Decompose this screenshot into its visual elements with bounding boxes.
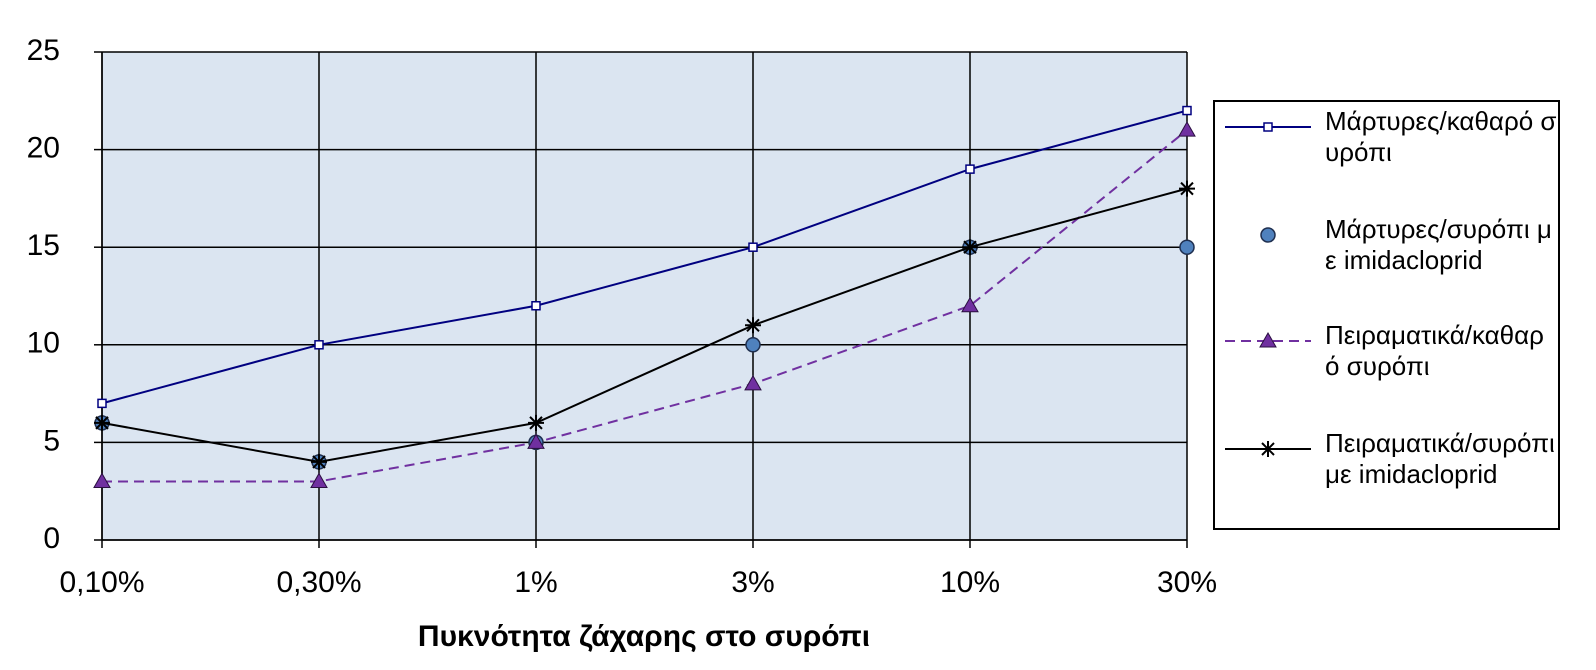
marker — [745, 317, 761, 334]
y-tick-label: 25 — [27, 34, 60, 67]
marker — [1178, 121, 1196, 137]
legend-swatch — [1225, 441, 1311, 457]
y-tick-label: 10 — [27, 327, 60, 360]
y-tick-label: 5 — [43, 424, 60, 457]
marker — [748, 242, 758, 252]
series-line — [102, 129, 1188, 483]
x-tick-label: 0,10% — [59, 566, 144, 599]
marker — [965, 164, 975, 174]
x-tick-label: 1% — [514, 566, 557, 599]
marker — [1263, 122, 1273, 132]
marker — [314, 340, 324, 350]
x-tick-label: 30% — [1157, 566, 1217, 599]
legend-entry: Πειραματικά/συρόπι με imidacloprid — [1215, 428, 1560, 538]
marker — [1179, 180, 1195, 197]
marker — [531, 301, 541, 311]
legend: Μάρτυρες/καθαρό συρόπι Μάρτυρες/συρόπι με… — [1213, 100, 1560, 530]
legend-swatch — [1225, 331, 1311, 348]
marker — [961, 296, 979, 313]
marker — [97, 398, 107, 409]
legend-label: Μάρτυρες/καθαρό συρόπι — [1325, 106, 1557, 167]
marker — [94, 414, 110, 431]
marker — [527, 433, 545, 449]
y-tick-label: 0 — [43, 522, 60, 555]
marker — [310, 472, 328, 488]
legend-entry: Πειραματικά/καθαρό συρόπι — [1215, 320, 1560, 430]
series-line — [101, 109, 1188, 405]
marker — [1179, 239, 1195, 255]
legend-entry: Μάρτυρες/συρόπι με imidacloprid — [1215, 214, 1560, 324]
marker — [1260, 227, 1276, 243]
marker — [744, 374, 762, 391]
marker — [1259, 331, 1277, 348]
legend-entry: Μάρτυρες/καθαρό συρόπι — [1215, 106, 1560, 216]
series-line — [101, 187, 1188, 463]
legend-swatch — [1260, 227, 1276, 243]
x-tick-label: 10% — [940, 566, 1000, 599]
marker — [93, 472, 111, 488]
legend-swatch — [1225, 122, 1311, 132]
marker — [745, 337, 761, 353]
y-tick-label: 15 — [27, 229, 60, 262]
legend-label: Πειραματικά/συρόπι με imidacloprid — [1325, 428, 1555, 489]
y-tick-label: 20 — [27, 132, 60, 165]
marker — [311, 453, 327, 470]
marker — [528, 414, 544, 431]
x-tick-label: 3% — [731, 566, 774, 599]
plot-area — [102, 52, 1187, 540]
marker — [962, 239, 978, 256]
legend-label: Μάρτυρες/συρόπι με imidacloprid — [1325, 214, 1552, 275]
marker — [1260, 441, 1276, 457]
x-tick-label: 0,30% — [276, 566, 361, 599]
marker — [1182, 105, 1192, 116]
legend-label: Πειραματικά/καθαρό συρόπι — [1325, 320, 1544, 381]
x-axis-label: Πυκνότητα ζάχαρης στο συρόπι — [418, 620, 870, 653]
